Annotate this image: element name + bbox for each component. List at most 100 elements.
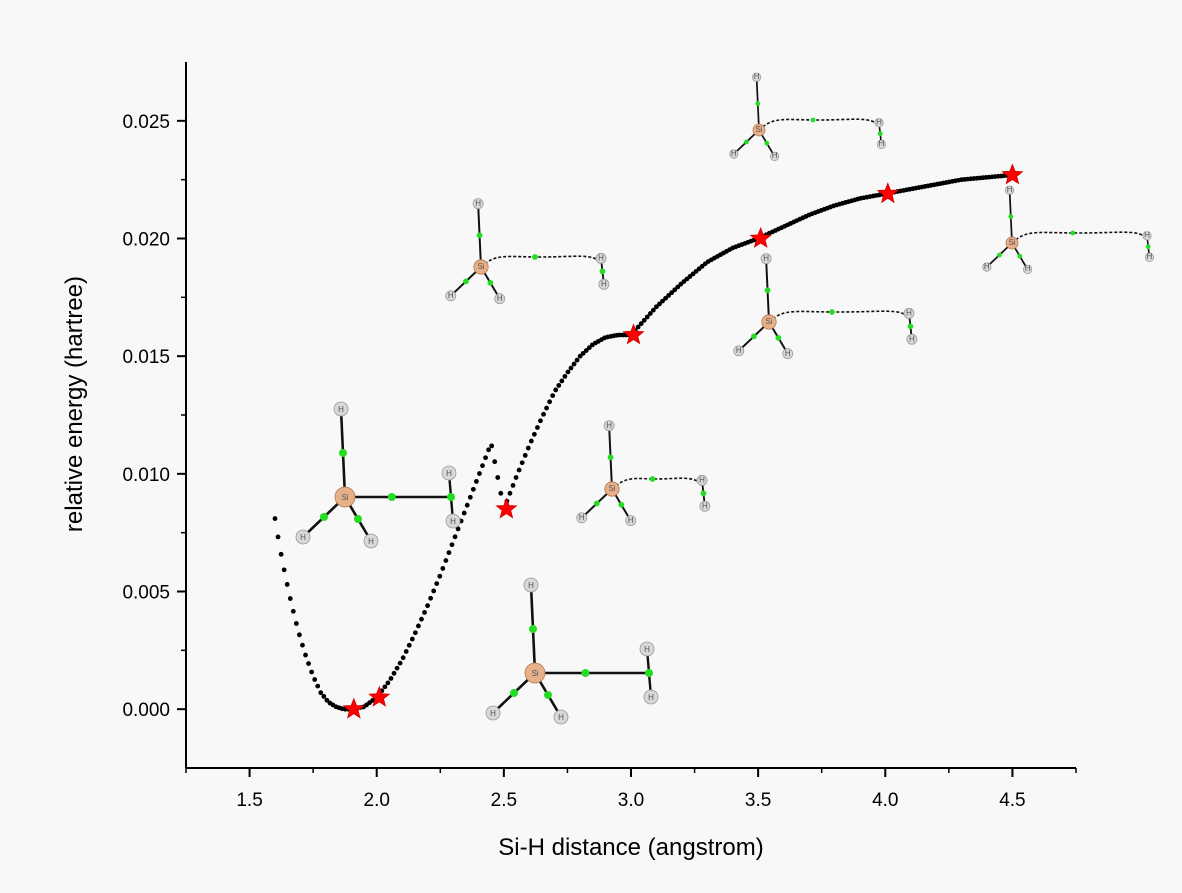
curve-point xyxy=(568,365,574,371)
bond-point xyxy=(907,323,914,330)
curve-point xyxy=(498,490,504,496)
curve-point xyxy=(672,287,678,293)
curve-point xyxy=(507,490,513,496)
curve-point xyxy=(431,588,437,594)
hydrogen-label: H xyxy=(736,346,742,355)
curve-point xyxy=(525,445,531,451)
hydrogen-atom xyxy=(1022,264,1033,274)
hydrogen-label: H xyxy=(731,149,737,158)
hydrogen-label: H xyxy=(368,537,374,546)
curve-point xyxy=(510,483,516,488)
curve-point xyxy=(315,683,321,689)
hydrogen-atom xyxy=(876,139,887,149)
curve-point xyxy=(287,596,293,601)
curve-point xyxy=(480,463,485,469)
hydrogen-atom xyxy=(603,420,615,432)
hydrogen-label: H xyxy=(300,533,306,542)
hydrogen-label: H xyxy=(906,309,912,318)
curve-point xyxy=(455,526,461,532)
curve-point xyxy=(422,609,427,615)
hydrogen-atom xyxy=(472,198,484,210)
curve-point xyxy=(654,304,659,310)
curve-point xyxy=(293,621,299,626)
curve-point xyxy=(483,455,488,461)
bond-point xyxy=(997,252,1002,258)
star-marker xyxy=(1001,163,1024,185)
curve-point xyxy=(473,479,479,484)
hydrogen-atom xyxy=(1144,252,1155,262)
hydrogen-label: H xyxy=(598,254,604,263)
silicon-label: Si xyxy=(477,262,484,271)
silicon-label: Si xyxy=(531,669,538,678)
curve-point xyxy=(550,393,556,399)
curve-point xyxy=(284,582,290,587)
curve-point xyxy=(574,357,580,363)
curve-point xyxy=(528,438,534,444)
bond-point xyxy=(510,689,518,697)
silicon-atom xyxy=(604,481,620,497)
bond-point xyxy=(387,493,396,501)
hydrogen-atom xyxy=(333,401,349,417)
curve-point xyxy=(281,567,287,573)
curve-point xyxy=(669,290,675,296)
curve-point xyxy=(306,661,311,666)
curve-point xyxy=(309,669,315,675)
silicon-atom xyxy=(473,259,489,275)
dashed-bond xyxy=(758,118,880,131)
curve-point xyxy=(644,314,650,320)
curve-point xyxy=(583,348,589,353)
hydrogen-atom xyxy=(445,513,461,529)
bond-point xyxy=(1017,253,1023,259)
hydrogen-atom xyxy=(625,515,637,527)
hydrogen-atom xyxy=(595,252,607,264)
hydrogen-atom xyxy=(751,72,762,82)
bond-point xyxy=(810,117,816,123)
curve-point xyxy=(461,510,467,516)
curve-point xyxy=(492,459,498,465)
dashed-bond xyxy=(611,477,703,490)
bond-point xyxy=(618,501,625,508)
curve-point xyxy=(650,307,656,313)
bond-point xyxy=(544,691,552,699)
hydrogen-label: H xyxy=(754,72,760,81)
bond-point xyxy=(320,513,328,521)
hydrogen-label: H xyxy=(446,469,452,478)
y-tick-label: 0.010 xyxy=(122,465,170,486)
curve-point xyxy=(663,295,668,301)
silicon-atom xyxy=(1005,236,1019,250)
curve-point xyxy=(440,566,446,571)
curve-point xyxy=(486,447,491,453)
curve-point xyxy=(675,284,681,290)
hydrogen-label: H xyxy=(558,713,564,722)
structure-1-9: H H H H H Si xyxy=(295,401,461,549)
hydrogen-label: H xyxy=(644,645,650,654)
bond-point xyxy=(755,101,761,106)
hydrogen-label: H xyxy=(448,291,454,300)
curve-point xyxy=(660,298,665,304)
hydrogen-atom xyxy=(903,307,915,319)
curve-point xyxy=(635,324,641,330)
star-marker xyxy=(342,697,365,719)
hydrogen-atom xyxy=(441,465,457,481)
hydrogen-label: H xyxy=(1147,252,1153,261)
hydrogen-label: H xyxy=(490,709,496,718)
curve-point xyxy=(657,301,662,307)
curve-point xyxy=(538,418,543,424)
hydrogen-label: H xyxy=(497,294,503,303)
curve-point xyxy=(278,551,284,557)
curve-point xyxy=(477,471,482,476)
hydrogen-atom xyxy=(760,253,772,265)
curve-point xyxy=(272,516,278,521)
bond-point xyxy=(1070,230,1076,236)
hydrogen-label: H xyxy=(763,254,769,263)
hydrogen-atom xyxy=(733,345,745,357)
bond-point xyxy=(607,454,614,461)
curve-point xyxy=(382,684,388,690)
curve-point xyxy=(428,595,434,601)
hydrogen-atom xyxy=(643,689,659,705)
star-marker xyxy=(622,323,645,345)
bond-point xyxy=(764,140,770,146)
curve-point xyxy=(419,616,424,622)
